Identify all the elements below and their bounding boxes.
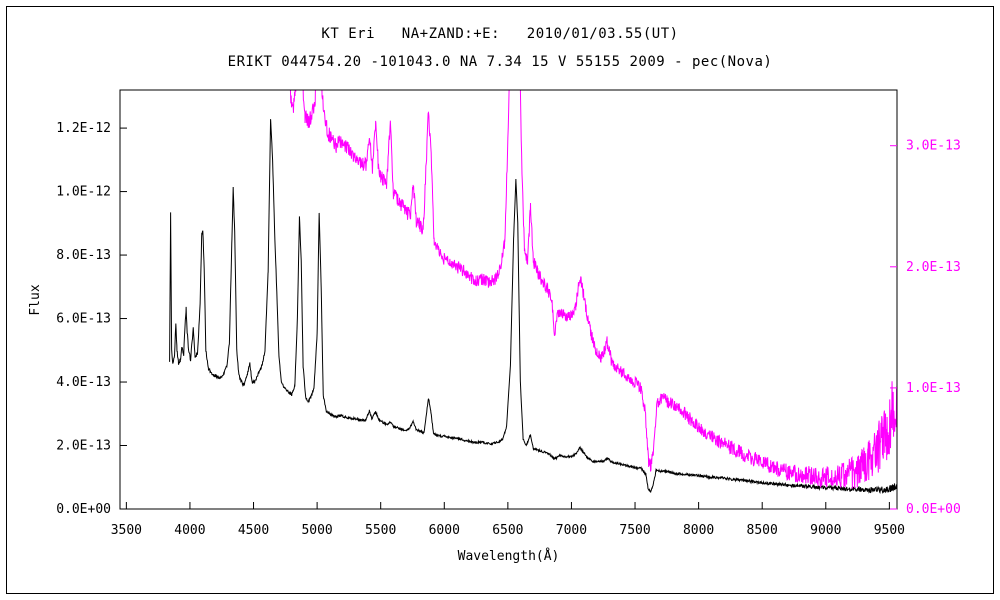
x-tick-label: 6500 xyxy=(492,523,523,538)
x-tick-label: 4500 xyxy=(238,523,269,538)
x-tick-label: 6000 xyxy=(429,523,460,538)
y-right-tick-label: 0.0E+00 xyxy=(906,502,961,517)
x-axis-label-wavelength: Wavelength(Å) xyxy=(457,549,560,564)
x-tick-label: 9000 xyxy=(810,523,841,538)
x-tick-label: 7000 xyxy=(556,523,587,538)
screenshot-border-frame xyxy=(6,6,994,594)
y-right-tick-label: 3.0E-13 xyxy=(906,139,961,154)
y-right-tick-label: 2.0E-13 xyxy=(906,260,961,275)
x-tick-label: 5500 xyxy=(365,523,396,538)
y-left-tick-label: 1.0E-12 xyxy=(56,185,111,200)
y-left-tick-label: 0.0E+00 xyxy=(56,502,111,517)
y-right-tick-label: 1.0E-13 xyxy=(906,381,961,396)
y-left-tick-label: 4.0E-13 xyxy=(56,375,111,390)
x-tick-label: 5000 xyxy=(301,523,332,538)
x-tick-label: 8000 xyxy=(683,523,714,538)
x-tick-label: 7500 xyxy=(619,523,650,538)
y-left-tick-label: 6.0E-13 xyxy=(56,312,111,327)
spectrum-left-scale-black-trace xyxy=(169,119,897,495)
y-left-tick-label: 2.0E-13 xyxy=(56,439,111,454)
x-tick-label: 3500 xyxy=(111,523,142,538)
x-tick-label: 4000 xyxy=(174,523,205,538)
plot-border xyxy=(119,89,898,510)
y-left-tick-label: 1.2E-12 xyxy=(56,121,111,136)
y-left-tick-label: 8.0E-13 xyxy=(56,248,111,263)
spectrum-right-scale-magenta-trace xyxy=(289,90,897,489)
x-tick-label: 8500 xyxy=(747,523,778,538)
x-tick-label: 9500 xyxy=(874,523,905,538)
chart-subtitle: ERIKT 044754.20 -101043.0 NA 7.34 15 V 5… xyxy=(227,54,773,70)
chart-title: KT Eri NA+ZAND:+E: 2010/01/03.55(UT) xyxy=(321,26,679,42)
